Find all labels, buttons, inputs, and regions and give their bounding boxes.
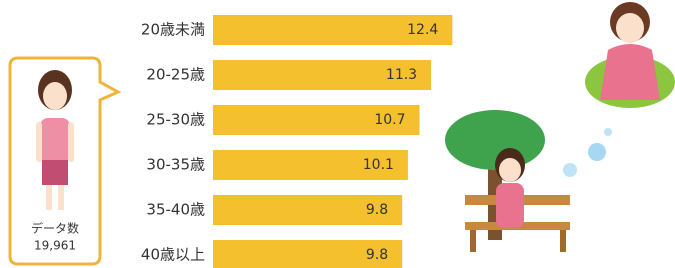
value-label: 10.1 xyxy=(363,157,394,173)
value-label: 11.3 xyxy=(386,67,417,83)
callout-label: データ数 xyxy=(31,221,79,236)
illustration-bench xyxy=(445,110,612,252)
category-label: 25-30歳 xyxy=(146,111,205,129)
category-label: 20-25歳 xyxy=(146,66,205,84)
callout: データ数 19,961 xyxy=(10,58,118,264)
value-label: 12.4 xyxy=(407,22,438,38)
chart: データ数 19,961 20歳未満 12.4 20-25歳 11.3 25-30歳 10.… xyxy=(0,0,675,268)
category-label: 40歳以上 xyxy=(141,246,205,264)
value-label: 9.8 xyxy=(366,247,388,263)
value-label: 9.8 xyxy=(366,202,388,218)
category-label: 20歳未満 xyxy=(141,21,205,39)
category-label: 35-40歳 xyxy=(146,201,205,219)
callout-count: 19,961 xyxy=(34,239,76,253)
category-label: 30-35歳 xyxy=(146,156,205,174)
illustration-pregnant xyxy=(585,2,675,108)
value-label: 10.7 xyxy=(374,112,405,128)
